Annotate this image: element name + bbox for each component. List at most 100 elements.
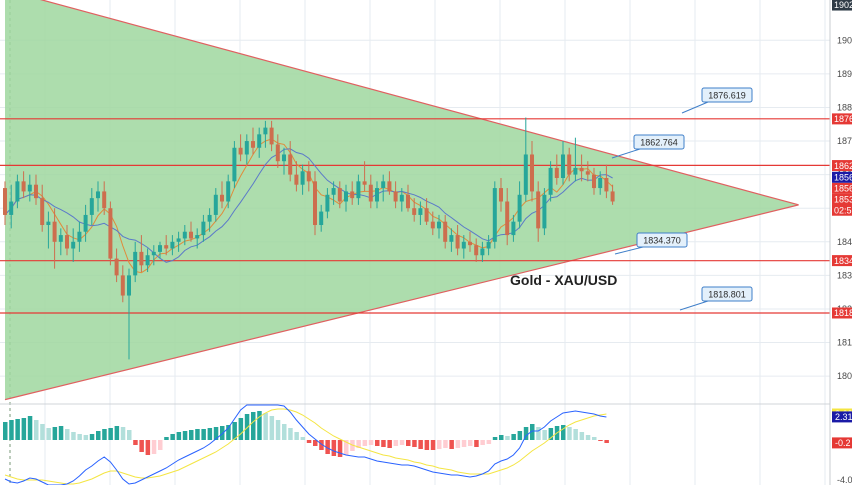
level-callout[interactable]: 1834.370	[614, 232, 688, 255]
candle-body	[189, 231, 193, 239]
candle-body	[505, 201, 510, 236]
candle-body	[517, 194, 522, 222]
horizontal-levels[interactable]	[0, 118, 830, 314]
candle-body	[139, 251, 144, 266]
macd-histogram-bar	[282, 424, 287, 440]
macd-axis[interactable]: 2.602.31-0.2-4.0	[832, 408, 852, 485]
price-tag[interactable]	[832, 0, 852, 11]
candle-body	[294, 174, 299, 185]
candle	[114, 248, 119, 283]
macd-histogram-bar	[3, 422, 8, 440]
candle	[151, 245, 156, 266]
candle-body	[598, 177, 603, 189]
macd-histogram-bar	[412, 440, 417, 447]
callout-box	[636, 232, 688, 248]
candle-body	[96, 191, 100, 199]
candle	[393, 181, 398, 209]
candle	[418, 201, 423, 226]
macd-histogram-bar	[139, 440, 144, 452]
candle-body	[232, 147, 237, 182]
macd-histogram-bar	[251, 412, 256, 440]
candle-body	[238, 147, 243, 155]
candle	[52, 208, 57, 269]
level-callouts[interactable]: 1876.619 1862.764 1834.370 1818.801	[611, 87, 753, 311]
candle	[573, 137, 578, 182]
candle-body	[430, 221, 435, 229]
candle-body	[158, 245, 162, 252]
price-tag[interactable]	[832, 307, 852, 319]
macd-histogram-bar	[561, 425, 566, 440]
macd-histogram-bar	[15, 419, 20, 440]
macd-line	[4, 404, 607, 485]
price-axis[interactable]: 1800181018201830184018501860187018801890…	[829, 0, 852, 485]
candle	[145, 248, 150, 273]
candle-body	[275, 144, 280, 162]
price-tag[interactable]	[832, 182, 852, 194]
macd-histogram-bar	[238, 418, 244, 440]
candle-body	[226, 181, 231, 202]
price-tick-label: 1870	[837, 136, 852, 146]
candle	[350, 181, 355, 205]
callout-box	[633, 134, 685, 150]
macd-histogram-bar	[362, 440, 368, 446]
macd-histogram-bar	[604, 440, 609, 443]
macd-histogram-bar	[27, 416, 33, 440]
macd-histogram-bar	[77, 434, 82, 440]
candle	[133, 241, 138, 283]
candle-body	[306, 171, 311, 182]
macd-histogram-bar	[579, 432, 585, 440]
candle	[542, 188, 547, 236]
candle-body	[331, 188, 336, 195]
macd-histogram-bar	[269, 416, 275, 440]
macd-value-tag[interactable]	[832, 411, 852, 423]
macd-histogram-bar	[83, 435, 89, 440]
macd-histogram-bar	[232, 422, 237, 440]
price-tag[interactable]	[832, 160, 852, 172]
macd-histogram-bar	[102, 429, 107, 440]
candle-body	[461, 241, 466, 249]
macd-histogram-bar	[331, 440, 337, 456]
macd-histogram-bar	[598, 440, 603, 441]
candle	[164, 235, 169, 256]
candle-body	[548, 167, 553, 195]
macd-histogram-bar	[585, 435, 591, 440]
price-tag[interactable]	[832, 193, 852, 205]
candle-body	[164, 245, 169, 249]
level-callout[interactable]: 1818.801	[679, 286, 753, 311]
price-tag-label: 02:5	[834, 205, 852, 215]
candle-body	[127, 275, 131, 296]
macd-histogram-bar	[263, 413, 268, 440]
macd-value-tag[interactable]	[832, 437, 852, 449]
candle-body	[319, 211, 324, 226]
candle	[387, 171, 392, 195]
candle-body	[207, 214, 212, 222]
price-tag[interactable]	[832, 171, 852, 183]
macd-histogram-bar	[393, 440, 399, 446]
candle	[337, 181, 342, 209]
macd-histogram-bar	[58, 426, 64, 440]
macd-value-label: -0.2	[835, 438, 851, 448]
macd-histogram-bar	[424, 440, 430, 450]
candle	[554, 154, 559, 185]
level-callout[interactable]: 1862.764	[611, 134, 685, 159]
candle-body	[9, 201, 14, 215]
price-tag[interactable]	[832, 255, 852, 267]
macd-signal-line	[4, 408, 607, 485]
candle	[561, 141, 565, 185]
candle-body	[83, 214, 88, 232]
price-tag-label: 1853	[834, 195, 852, 205]
candle	[585, 161, 590, 182]
candle-body	[102, 191, 107, 209]
candle	[375, 181, 379, 209]
price-tag-label: 1856	[834, 173, 852, 183]
macd-histogram-bar	[244, 414, 250, 440]
candle	[530, 141, 534, 202]
macd-histogram-bar	[406, 440, 411, 446]
price-tag[interactable]	[832, 204, 852, 216]
callout-label: 1862.764	[640, 138, 678, 148]
candle	[430, 211, 435, 236]
level-callout[interactable]: 1876.619	[681, 87, 753, 114]
macd-histogram-bar	[530, 424, 535, 440]
price-tag[interactable]	[832, 113, 852, 125]
